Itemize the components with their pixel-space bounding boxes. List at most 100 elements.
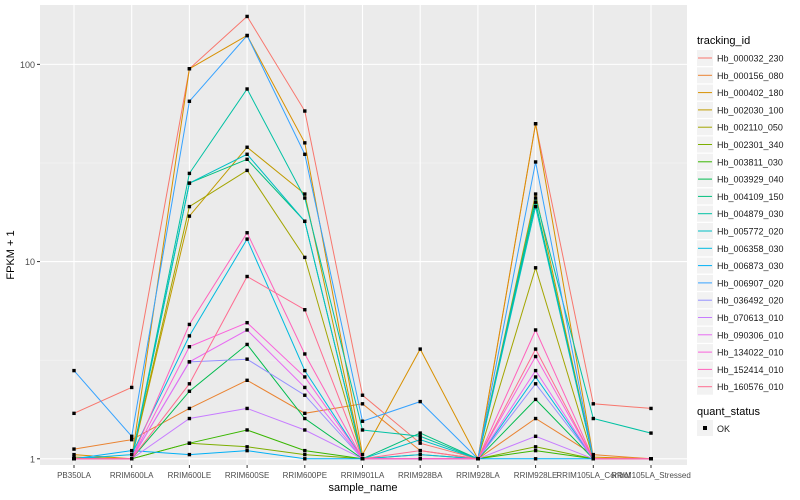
data-point bbox=[303, 428, 307, 432]
x-tick-label: RRIM600LA bbox=[110, 471, 154, 480]
legend-label: Hb_002301_340 bbox=[717, 140, 784, 150]
shape-legend-label: OK bbox=[717, 424, 730, 434]
data-point bbox=[245, 152, 249, 156]
legend-label: Hb_002030_100 bbox=[717, 105, 784, 115]
data-point bbox=[187, 214, 192, 218]
data-point bbox=[245, 237, 249, 241]
data-point bbox=[418, 441, 422, 445]
x-axis: PB350LA RRIM600LA RRIM600LE RRIM600SE RRIM60… bbox=[57, 465, 691, 480]
data-point bbox=[533, 200, 538, 204]
data-point bbox=[303, 375, 307, 379]
data-point bbox=[245, 428, 249, 432]
legend-label: Hb_134022_010 bbox=[717, 348, 784, 358]
shape-legend-title: quant_status bbox=[697, 406, 760, 418]
data-point bbox=[418, 452, 422, 457]
legend-label: Hb_160576_010 bbox=[717, 382, 784, 392]
data-point bbox=[245, 328, 249, 332]
data-point bbox=[130, 434, 134, 439]
data-point bbox=[130, 452, 134, 457]
y-tick-label: 10 bbox=[25, 257, 35, 267]
data-point bbox=[130, 448, 134, 453]
data-points bbox=[72, 14, 653, 461]
data-point bbox=[533, 382, 538, 386]
data-point bbox=[187, 322, 192, 327]
data-point bbox=[533, 375, 538, 379]
x-axis-title: sample_name bbox=[328, 482, 397, 494]
legend-item: Hb_002110_050 bbox=[697, 119, 783, 136]
data-point bbox=[303, 308, 307, 312]
data-point bbox=[303, 452, 307, 457]
legend-item: Hb_002301_340 bbox=[697, 136, 784, 153]
data-point bbox=[533, 266, 538, 270]
data-point bbox=[187, 204, 192, 209]
x-tick-label: RRIM928LA bbox=[456, 471, 500, 480]
data-point bbox=[303, 219, 307, 224]
legend-label: Hb_152414_010 bbox=[717, 365, 784, 375]
data-point bbox=[72, 368, 76, 373]
data-point bbox=[187, 360, 192, 364]
legend-label: Hb_005772_020 bbox=[717, 227, 784, 237]
data-point bbox=[187, 406, 192, 411]
data-point bbox=[130, 457, 134, 461]
legend-label: Hb_006358_030 bbox=[717, 244, 784, 254]
legend-item: Hb_152414_010 bbox=[697, 361, 784, 378]
x-tick-label: RRIM928BA bbox=[398, 471, 443, 480]
data-point bbox=[303, 457, 307, 461]
data-point bbox=[533, 445, 538, 449]
data-point bbox=[360, 402, 365, 406]
data-point bbox=[360, 419, 365, 423]
data-point bbox=[418, 431, 422, 435]
data-point bbox=[533, 196, 538, 200]
legend-label: Hb_006907_020 bbox=[717, 278, 784, 288]
data-point bbox=[533, 416, 538, 421]
data-point bbox=[533, 457, 538, 461]
legend-item: Hb_160576_010 bbox=[697, 378, 784, 395]
data-point bbox=[360, 428, 365, 432]
x-tick-label: PB350LA bbox=[57, 471, 91, 480]
data-point bbox=[591, 457, 595, 461]
legend-item: Hb_006358_030 bbox=[697, 240, 784, 257]
data-point bbox=[533, 434, 538, 439]
x-tick-label: RRIM901LA bbox=[341, 471, 385, 480]
legend-label: Hb_002110_050 bbox=[717, 123, 783, 133]
data-point bbox=[245, 448, 249, 453]
data-point bbox=[303, 448, 307, 453]
data-point bbox=[533, 192, 538, 196]
data-point bbox=[591, 452, 595, 457]
data-point bbox=[303, 385, 307, 390]
data-point bbox=[245, 406, 249, 411]
data-point bbox=[418, 448, 422, 453]
data-point bbox=[187, 67, 192, 71]
data-point bbox=[245, 87, 249, 91]
legend-item: Hb_002030_100 bbox=[697, 101, 784, 118]
legend-label: Hb_070613_010 bbox=[717, 313, 784, 323]
data-point bbox=[533, 204, 538, 209]
x-tick-label: RRIM105LA_Control bbox=[556, 471, 630, 480]
data-point bbox=[418, 347, 422, 351]
legend-label: Hb_004879_030 bbox=[717, 209, 784, 219]
data-point bbox=[245, 378, 249, 383]
legend-label: Hb_000156_080 bbox=[717, 71, 784, 81]
legend-item: Hb_000402_180 bbox=[697, 84, 784, 101]
data-point bbox=[303, 368, 307, 373]
data-point bbox=[187, 171, 192, 176]
data-point bbox=[533, 397, 538, 402]
data-point bbox=[303, 352, 307, 356]
data-point bbox=[187, 389, 192, 393]
data-point bbox=[303, 152, 307, 156]
x-tick-label: RRIM928LE bbox=[514, 471, 558, 480]
data-point bbox=[303, 192, 307, 196]
data-point bbox=[360, 457, 365, 461]
data-point bbox=[303, 411, 307, 416]
data-point bbox=[303, 141, 307, 145]
data-point bbox=[303, 109, 307, 113]
data-point bbox=[533, 122, 538, 126]
legend-label: Hb_003929_040 bbox=[717, 175, 784, 185]
data-point bbox=[533, 448, 538, 453]
data-point bbox=[418, 437, 422, 442]
data-point bbox=[187, 99, 192, 103]
data-point bbox=[130, 437, 134, 442]
shape-legend-point bbox=[703, 426, 707, 430]
data-point bbox=[245, 33, 249, 38]
